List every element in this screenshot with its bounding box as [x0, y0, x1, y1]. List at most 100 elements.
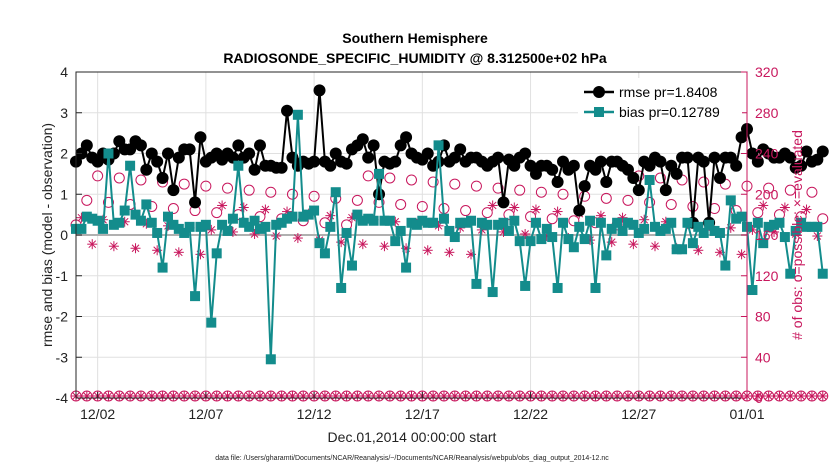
- bias-point: [254, 223, 265, 234]
- bias-point: [319, 248, 330, 259]
- obs-star-stroke: [110, 242, 118, 251]
- obs-evaluated-marker: [330, 391, 341, 401]
- obs-star-stroke: [753, 392, 762, 400]
- legend-box: [578, 78, 742, 126]
- bias-point: [687, 238, 698, 249]
- obs-evaluated-marker: [173, 247, 184, 258]
- y-right-tick-label: 120: [755, 268, 779, 284]
- bias-point: [758, 238, 769, 249]
- obs-evaluated-marker: [135, 391, 146, 401]
- bias-point: [769, 219, 780, 230]
- obs-possible-marker: [600, 192, 612, 204]
- obs-possible-marker: [568, 215, 580, 227]
- obs-possible-marker: [654, 172, 666, 184]
- obs-star-stroke: [445, 248, 454, 257]
- rmse-point: [373, 188, 386, 201]
- bias-point: [249, 215, 260, 226]
- obs-possible-marker: [362, 170, 374, 182]
- bias-point: [292, 109, 303, 120]
- obs-possible-marker: [113, 172, 125, 184]
- bias-point: [752, 217, 763, 228]
- obs-evaluated-marker: [650, 241, 661, 252]
- obs-evaluated-marker: [552, 206, 563, 217]
- x-tick-label: 12/27: [621, 406, 656, 422]
- bias-point: [449, 232, 460, 243]
- obs-evaluated-marker: [238, 202, 249, 213]
- rmse-point: [454, 143, 467, 156]
- series-lines: [70, 84, 829, 365]
- obs-evaluated-marker: [384, 391, 395, 401]
- rmse-point: [432, 155, 445, 168]
- bias-point: [179, 227, 190, 238]
- bias-point: [536, 234, 547, 245]
- obs-star-stroke: [131, 244, 140, 253]
- obs-possible-marker: [416, 200, 428, 212]
- obs-evaluated-marker: [130, 243, 141, 254]
- bias-point: [801, 221, 812, 232]
- bias-point: [146, 217, 157, 228]
- rmse-point: [232, 139, 245, 152]
- y-tick-label: -2: [56, 309, 69, 325]
- bias-point: [325, 221, 336, 232]
- x-tick-label: 01/01: [729, 406, 764, 422]
- bias-point: [547, 232, 558, 243]
- bias-point: [384, 215, 395, 226]
- rmse-point: [194, 131, 207, 144]
- bias-point: [227, 213, 238, 224]
- bias-point: [677, 244, 688, 255]
- obs-evaluated-marker: [779, 202, 790, 213]
- rmse-point: [226, 151, 239, 164]
- bias-point: [514, 236, 525, 247]
- obs-possible-marker: [698, 176, 710, 188]
- y-right-tick-label: 80: [755, 309, 771, 325]
- obs-evaluated-marker: [190, 391, 201, 401]
- obs-possible-marker: [460, 205, 472, 217]
- obs-evaluated-marker: [503, 391, 514, 401]
- bias-point: [135, 215, 146, 226]
- obs-star-stroke: [808, 392, 816, 400]
- obs-count-markers: [70, 170, 829, 402]
- bias-point: [612, 217, 623, 228]
- y-tick-label: 0: [60, 227, 68, 243]
- rmse-point: [573, 204, 586, 217]
- obs-star-stroke: [786, 392, 795, 400]
- obs-evaluated-marker: [785, 391, 796, 401]
- obs-evaluated-marker: [428, 391, 439, 401]
- obs-evaluated-marker: [438, 391, 449, 401]
- obs-evaluated-marker: [406, 391, 417, 401]
- bias-point: [644, 174, 655, 185]
- rmse-point: [421, 147, 434, 160]
- obs-possible-marker: [525, 211, 537, 223]
- rmse-point: [356, 133, 369, 146]
- bias-point: [568, 242, 579, 253]
- obs-evaluated-marker: [514, 391, 525, 401]
- obs-evaluated-marker: [493, 391, 504, 401]
- obs-evaluated-marker: [179, 391, 190, 401]
- y-right-tick-label: 200: [755, 186, 779, 202]
- bias-point: [471, 278, 482, 289]
- obs-evaluated-marker: [103, 391, 114, 401]
- obs-evaluated-marker: [168, 391, 179, 401]
- obs-possible-marker: [102, 196, 114, 208]
- bias-point: [774, 217, 785, 228]
- obs-possible-marker: [135, 174, 147, 186]
- bias-point: [244, 221, 255, 232]
- rmse-point: [670, 167, 683, 180]
- bias-point: [108, 219, 119, 230]
- obs-evaluated-marker: [687, 391, 698, 401]
- bias-point: [401, 262, 412, 273]
- obs-evaluated-marker: [222, 391, 233, 401]
- obs-evaluated-marker: [108, 241, 119, 252]
- obs-possible-marker: [481, 207, 493, 219]
- rmse-point: [681, 151, 694, 164]
- bias-point: [574, 221, 585, 232]
- bias-point: [92, 215, 103, 226]
- obs-evaluated-marker: [217, 200, 228, 211]
- obs-possible-marker: [81, 194, 93, 206]
- obs-evaluated-marker: [276, 391, 287, 401]
- bias-point: [346, 260, 357, 271]
- obs-evaluated-marker: [763, 391, 774, 401]
- obs-possible-marker: [384, 172, 396, 184]
- obs-star-stroke: [510, 203, 519, 212]
- bias-point: [276, 217, 287, 228]
